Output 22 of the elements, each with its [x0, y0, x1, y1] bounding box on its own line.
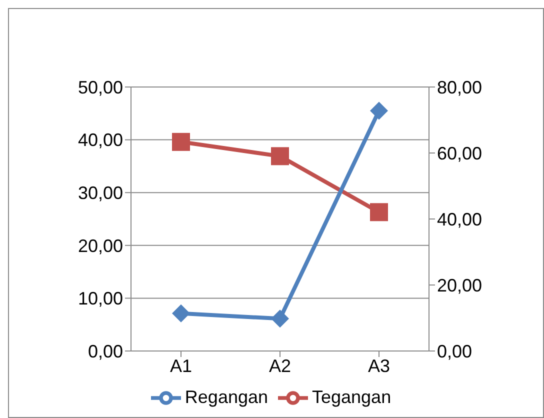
y2-tick-label: 20,00: [437, 275, 482, 296]
legend-label: Regangan: [184, 386, 268, 407]
legend-label: Tegangan: [312, 386, 392, 407]
x-tick-label: A2: [268, 356, 292, 376]
y-tick-label: 30,00: [78, 182, 123, 203]
y-tick-label: 10,00: [78, 288, 123, 309]
y-tick-label: 50,00: [78, 77, 123, 98]
point: [172, 304, 190, 322]
point: [370, 102, 388, 120]
point: [271, 310, 289, 328]
y2-tick-label: 60,00: [437, 143, 482, 164]
y-tick-label: 0,00: [88, 341, 123, 362]
x-tick-label: A1: [170, 356, 192, 376]
x-tick-label: A3: [368, 356, 390, 376]
point: [370, 203, 388, 222]
point: [271, 147, 289, 166]
y2-tick-label: 0,00: [437, 341, 472, 362]
point: [172, 132, 190, 151]
y-tick-label: 40,00: [78, 130, 123, 150]
y-tick-label: 20,00: [78, 236, 123, 256]
y2-tick-label: 80,00: [437, 77, 482, 98]
y2-tick-label: 40,00: [437, 209, 482, 230]
